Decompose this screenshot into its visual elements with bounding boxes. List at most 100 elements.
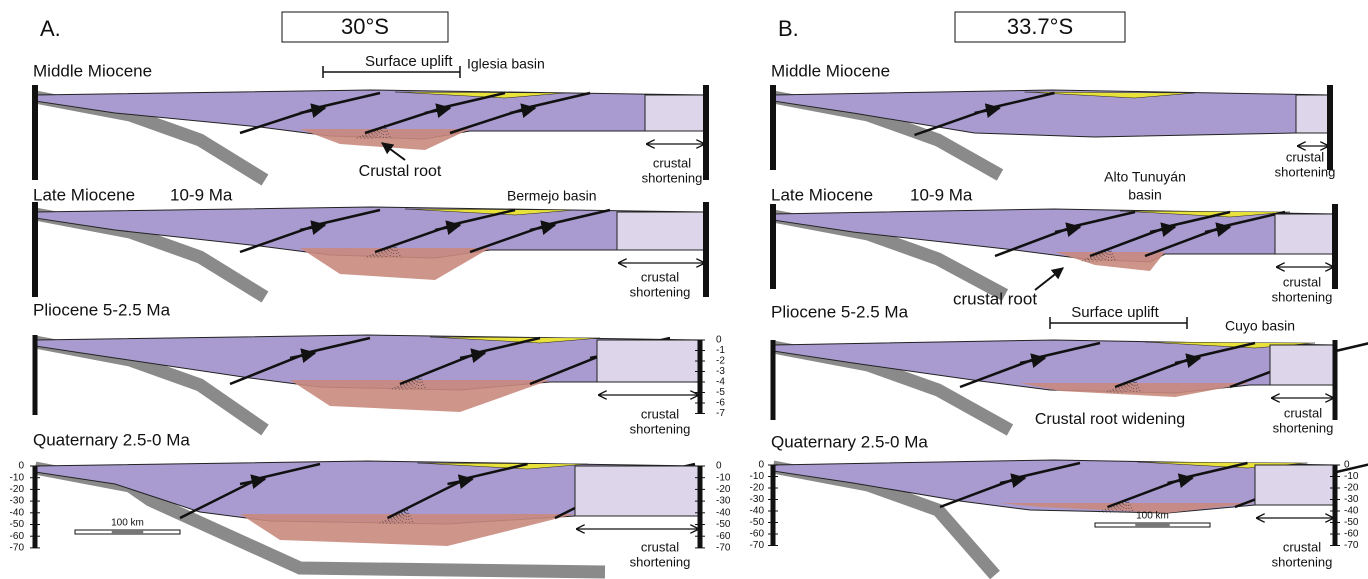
stage-title: Quaternary 2.5-0 Ma [771, 432, 928, 451]
end-bar [32, 85, 38, 180]
shortening-label: crustal [1283, 539, 1321, 554]
annotation: Crustal root [359, 163, 442, 180]
shortening-box [597, 340, 700, 382]
scale-label: -10 [10, 472, 25, 483]
panel-label: A. [40, 16, 61, 41]
stage-title: Late Miocene [771, 185, 873, 204]
scale-bar-label: 100 km [1136, 511, 1169, 522]
scale-label: -70 [716, 543, 731, 554]
scale-bar-label: 100 km [111, 518, 144, 529]
scale-label: -2 [716, 356, 725, 367]
scale-label: -70 [750, 540, 765, 551]
shortening-label: shortening [1275, 164, 1336, 179]
scale-label: -30 [750, 494, 765, 505]
scale-label: -5 [716, 387, 725, 398]
scale-label: -60 [10, 531, 25, 542]
stage-title: Quaternary 2.5-0 Ma [33, 430, 190, 449]
crust [773, 90, 1330, 137]
shortening-label: shortening [1272, 289, 1333, 304]
annotation: basin [1128, 187, 1161, 203]
shortening-label: shortening [630, 421, 691, 436]
shortening-label: crustal [1284, 405, 1322, 420]
end-bar [770, 85, 776, 170]
scale-label: -20 [716, 484, 731, 495]
stage-title: Pliocene 5-2.5 Ma [33, 300, 171, 319]
scale-label: 0 [758, 460, 764, 471]
scale-label: -20 [1344, 483, 1359, 494]
shortening-label: shortening [1272, 554, 1333, 569]
stage-age: 10-9 Ma [910, 185, 973, 204]
scale-label: -10 [1344, 471, 1359, 482]
scale-label: -6 [716, 398, 725, 409]
annotation: crustal root [953, 289, 1037, 308]
scale-label: -50 [1344, 517, 1359, 528]
end-bar [703, 202, 709, 297]
shortening-label: shortening [630, 284, 691, 299]
scale-label: -40 [750, 506, 765, 517]
shortening-box [575, 466, 700, 516]
scale-label: -3 [716, 366, 725, 377]
latitude: 30°S [341, 14, 389, 39]
shortening-box [1270, 345, 1335, 385]
stage-title: Pliocene 5-2.5 Ma [771, 302, 909, 321]
scale-label: -60 [1344, 529, 1359, 540]
crustal-root [300, 248, 490, 280]
scale-label: 0 [18, 461, 24, 472]
latitude: 33.7°S [1007, 14, 1073, 39]
end-bar [703, 85, 709, 180]
scale-label: -60 [750, 529, 765, 540]
scale-label: -70 [1344, 540, 1359, 551]
end-bar [1332, 204, 1338, 289]
scale-label: -70 [10, 543, 25, 554]
annotation: Cuyo basin [1225, 318, 1295, 334]
scale-label: -20 [10, 484, 25, 495]
shortening-box [1296, 95, 1330, 133]
scale-label: 0 [716, 335, 722, 346]
scale-label: -1 [716, 345, 725, 356]
shortening-label: crustal [641, 269, 679, 284]
scale-label: -40 [1344, 506, 1359, 517]
end-bar [32, 202, 38, 297]
scale-bar [112, 530, 144, 534]
shortening-label: shortening [1273, 420, 1334, 435]
shortening-box [645, 95, 706, 131]
stage-title: Late Miocene [33, 185, 135, 204]
scale-label: 0 [1344, 460, 1350, 471]
scale-label: 0 [716, 461, 722, 472]
shortening-box [1255, 465, 1335, 505]
annotation: Surface uplift [365, 53, 453, 70]
scale-label: -50 [716, 519, 731, 530]
scale-label: -20 [750, 483, 765, 494]
annotation: Iglesia basin [467, 56, 545, 72]
crustal-root [240, 514, 575, 546]
scale-label: -10 [750, 471, 765, 482]
shortening-box [617, 212, 706, 250]
pointer [1035, 268, 1063, 290]
shortening-label: shortening [630, 554, 691, 569]
crustal-root [300, 129, 470, 150]
scale-label: -7 [716, 408, 725, 419]
annotation: Crustal root widening [1035, 411, 1185, 428]
scale-label: -50 [10, 519, 25, 530]
scale-label: -40 [716, 507, 731, 518]
shortening-label: crustal [1286, 149, 1324, 164]
panel-label: B. [778, 16, 799, 41]
shortening-label: crustal [641, 539, 679, 554]
shortening-label: crustal [653, 155, 691, 170]
figure: A.30°ScrustalshorteningMiddle MioceneSur… [0, 0, 1368, 579]
scale-label: -30 [10, 496, 25, 507]
scale-label: -50 [750, 517, 765, 528]
crustal-root [290, 380, 550, 412]
stage-title: Middle Miocene [771, 61, 890, 80]
scale-label: -30 [716, 496, 731, 507]
annotation: Surface uplift [1071, 304, 1159, 321]
scale-label: -10 [716, 472, 731, 483]
scale-label: -30 [1344, 494, 1359, 505]
shortening-label: crustal [641, 406, 679, 421]
shortening-label: crustal [1283, 274, 1321, 289]
scale-label: -60 [716, 531, 731, 542]
stage-title: Middle Miocene [33, 61, 152, 80]
stage-age: 10-9 Ma [170, 185, 233, 204]
shortening-label: shortening [642, 170, 703, 185]
annotation: Bermejo basin [507, 188, 597, 204]
